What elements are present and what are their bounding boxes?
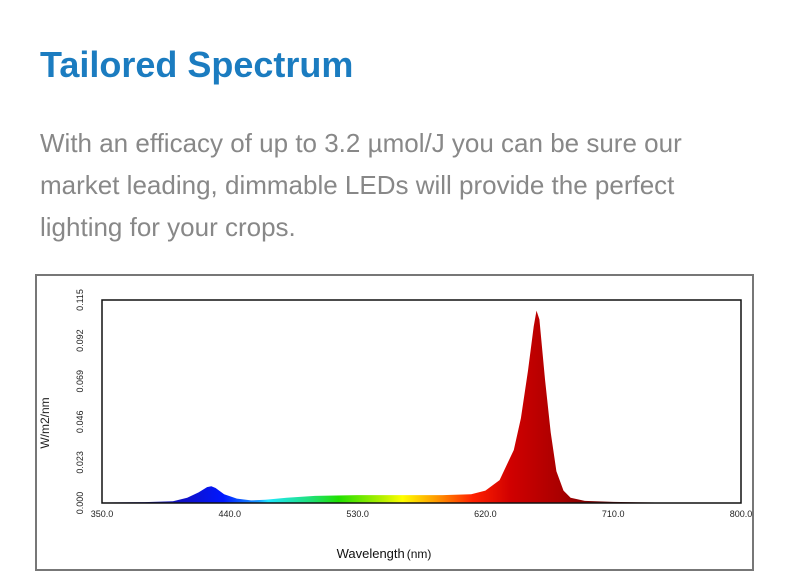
x-tick-label: 620.0 (474, 509, 497, 519)
spectrum-area (102, 310, 741, 503)
y-axis-label: W/m2/nm (38, 397, 52, 448)
x-axis-label: Wavelength (nm) (337, 546, 432, 561)
x-axis-label-text: Wavelength (337, 546, 405, 561)
y-tick-label: 0.115 (75, 289, 85, 311)
description-text: With an efficacy of up to 3.2 µmol/J you… (40, 128, 682, 242)
x-tick-label: 440.0 (219, 509, 242, 519)
y-tick-label: 0.023 (75, 451, 85, 474)
x-tick-label: 530.0 (346, 509, 369, 519)
y-tick-label: 0.069 (75, 370, 85, 393)
y-tick-label: 0.092 (75, 329, 85, 352)
y-tick-label: 0.000 (75, 492, 85, 515)
page-title: Tailored Spectrum (40, 44, 354, 85)
x-axis-unit: (nm) (407, 547, 432, 561)
x-tick-label: 350.0 (91, 509, 114, 519)
chart-frame (35, 274, 754, 571)
x-tick-label: 800.0 (730, 509, 753, 519)
y-tick-label: 0.046 (75, 411, 85, 434)
plot-border (101, 299, 742, 504)
x-tick-label: 710.0 (602, 509, 625, 519)
